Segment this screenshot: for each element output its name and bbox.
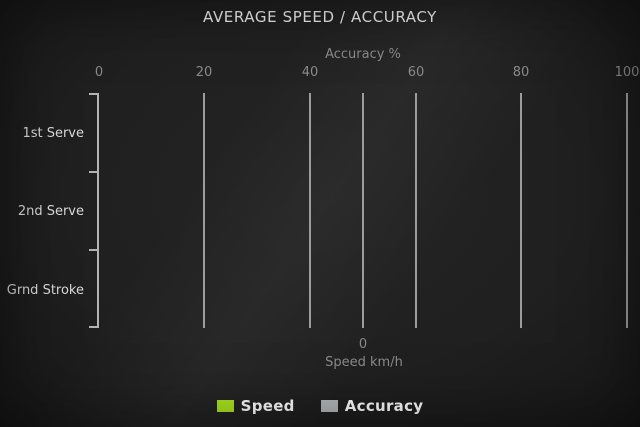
gridline-accuracy-20 xyxy=(203,93,205,328)
legend-item-accuracy[interactable]: Accuracy xyxy=(320,397,424,415)
accuracy-tick-40: 40 xyxy=(301,65,319,80)
accuracy-axis-title: Accuracy % xyxy=(325,47,401,62)
legend-label-accuracy: Accuracy xyxy=(344,397,424,415)
legend-item-speed[interactable]: Speed xyxy=(216,397,295,415)
legend: Speed Accuracy xyxy=(0,397,640,415)
gridline-accuracy-80 xyxy=(520,93,522,328)
accuracy-tick-20: 20 xyxy=(195,65,213,80)
speed-axis-title: Speed km/h xyxy=(325,355,403,370)
category-axis-tick xyxy=(89,249,98,251)
category-axis-tick xyxy=(89,326,98,328)
accuracy-tick-80: 80 xyxy=(512,65,530,80)
category-label-1st-serve: 1st Serve xyxy=(22,126,84,141)
gridline-speed-zero xyxy=(362,93,364,328)
legend-label-speed: Speed xyxy=(240,397,295,415)
category-axis-tick xyxy=(89,171,98,173)
category-axis-line xyxy=(97,93,99,328)
gridline-accuracy-60 xyxy=(415,93,417,328)
chart-title: AVERAGE SPEED / ACCURACY xyxy=(203,8,437,26)
speed-tick-0: 0 xyxy=(358,337,368,352)
accuracy-swatch-icon xyxy=(320,400,338,412)
category-label-2nd-serve: 2nd Serve xyxy=(17,204,84,219)
accuracy-tick-60: 60 xyxy=(407,65,425,80)
gridline-accuracy-100 xyxy=(626,93,628,328)
accuracy-tick-0: 0 xyxy=(94,65,104,80)
speed-swatch-icon xyxy=(216,400,234,412)
category-label-grnd-stroke: Grnd Stroke xyxy=(6,283,84,298)
gridline-accuracy-40 xyxy=(309,93,311,328)
category-axis-tick xyxy=(89,93,98,95)
accuracy-tick-100: 100 xyxy=(614,65,640,80)
